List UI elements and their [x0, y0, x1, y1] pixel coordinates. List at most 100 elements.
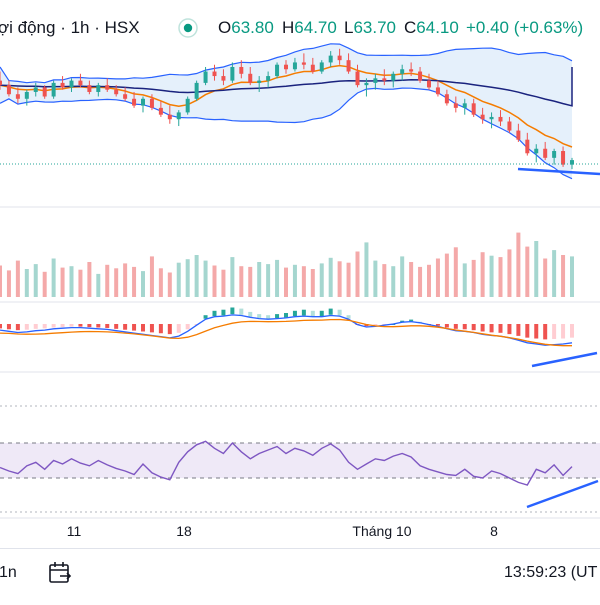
volume-bar — [42, 271, 47, 297]
candle-body — [105, 85, 110, 90]
macd-histogram-bar — [33, 324, 38, 329]
volume-bar — [453, 247, 458, 297]
macd-histogram-bar — [158, 324, 163, 334]
macd-histogram-bar — [462, 324, 467, 330]
macd-histogram-bar — [373, 324, 378, 326]
macd-histogram-bar — [516, 324, 521, 336]
volume-bar — [525, 246, 530, 297]
candle-body — [248, 73, 253, 83]
candle-body — [409, 69, 414, 72]
volume-bar — [337, 261, 342, 297]
symbol-title[interactable]: ợi động · 1h · HSX — [0, 18, 140, 37]
volume-bar — [516, 232, 521, 297]
macd-histogram-bar — [248, 311, 253, 317]
macd-histogram-bar — [6, 324, 11, 330]
volume-bar — [203, 260, 208, 297]
x-tick-label: 11 — [67, 523, 82, 539]
volume-bar — [400, 256, 405, 297]
candle-body — [471, 103, 476, 115]
high-label: H — [282, 18, 295, 37]
x-tick-label: Tháng 10 — [352, 523, 411, 539]
candle-body — [42, 87, 47, 97]
volume-bar — [194, 255, 199, 297]
macd-histogram-bar — [96, 324, 101, 328]
macd-histogram-bar — [221, 309, 226, 316]
macd-histogram-bar — [543, 324, 548, 340]
change-value: +0.40 (+0.63%) — [466, 18, 584, 37]
candle-body — [284, 64, 288, 70]
calendar-icon[interactable] — [46, 559, 74, 592]
candle-body — [60, 82, 65, 88]
macd-histogram-bar — [167, 324, 172, 335]
macd-histogram-bar — [203, 315, 208, 319]
volume-bar — [534, 241, 539, 297]
open-label: O — [218, 18, 232, 37]
volume-bar — [382, 264, 387, 297]
volume-bar — [355, 251, 360, 297]
volume-bar — [552, 250, 557, 297]
candle-body — [266, 76, 271, 81]
volume-bar — [266, 264, 271, 297]
price-trendline — [517, 167, 600, 176]
candle-body — [328, 55, 333, 63]
macd-histogram-bar — [69, 324, 74, 327]
candle-body — [498, 116, 503, 122]
x-tick-label: 8 — [490, 523, 498, 539]
candle-body — [292, 62, 297, 70]
clock-readout[interactable]: 13:59:23 (UT — [504, 564, 598, 581]
rsi-line — [0, 440, 573, 486]
rsi-band-fill — [0, 443, 600, 478]
volume-bar — [221, 269, 226, 297]
volume-bar — [462, 263, 467, 297]
candle-body — [418, 71, 423, 81]
macd-histogram-bar — [51, 324, 56, 328]
macd-histogram-bar — [435, 324, 440, 326]
candle-body — [301, 62, 306, 65]
macd-line — [0, 314, 573, 346]
high-value: 64.70 — [294, 18, 337, 37]
macd-histogram-bar — [212, 310, 217, 317]
macd-histogram-bar — [176, 324, 181, 333]
candle-body — [543, 148, 548, 158]
candle-body — [24, 91, 29, 99]
macd-histogram-bar — [328, 308, 333, 315]
macd-histogram-bar — [570, 324, 574, 338]
macd-histogram-bar — [266, 315, 271, 319]
volume-bar — [292, 264, 297, 297]
candle-body — [96, 85, 101, 92]
candle-body — [51, 82, 56, 97]
macd-histogram-bar — [382, 324, 387, 325]
bollinger-upper-line — [0, 43, 573, 84]
macd-histogram-bar — [24, 324, 29, 330]
market-status-icon[interactable] — [176, 14, 200, 43]
candle-body — [373, 78, 378, 83]
candle-body — [78, 80, 83, 86]
candle-body — [33, 87, 38, 92]
macd-histogram-bar — [0, 324, 2, 329]
candle-body — [453, 103, 458, 108]
volume-bar — [328, 257, 333, 297]
candle-body — [87, 85, 92, 92]
candle-body — [69, 80, 74, 88]
volume-bar — [310, 269, 315, 297]
range-button[interactable]: 1n — [0, 564, 17, 581]
candle-body — [480, 114, 485, 120]
macd-histogram-bar — [15, 324, 20, 331]
volume-bar — [319, 263, 324, 297]
volume-bar — [364, 242, 369, 297]
candle-body — [123, 94, 128, 99]
bollinger-lower-line — [0, 87, 573, 180]
macd-histogram-bar — [60, 324, 65, 328]
macd-signal-line — [0, 318, 572, 347]
candle-body — [221, 76, 226, 81]
macd-histogram-bar — [498, 324, 503, 333]
candle-body — [382, 78, 387, 81]
candle-body — [194, 82, 199, 99]
volume-bar — [33, 264, 38, 297]
candle-body — [212, 71, 217, 77]
volume-bar — [87, 262, 92, 297]
candle-body — [355, 71, 360, 86]
macd-histogram-bar — [552, 324, 557, 339]
candle-body — [570, 160, 574, 165]
